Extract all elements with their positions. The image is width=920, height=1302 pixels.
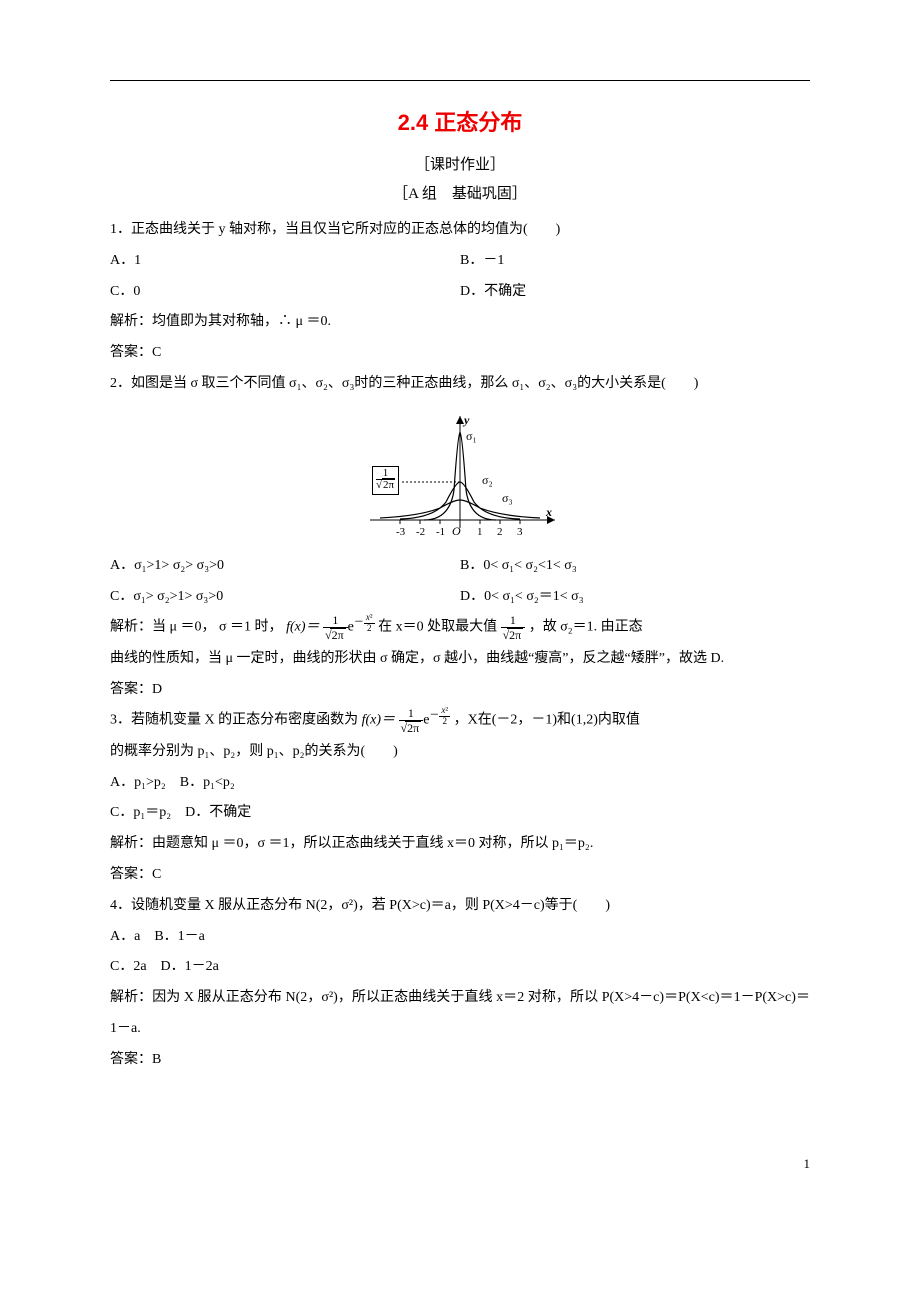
q3-opt-cd: C．p₁＝p₂ D．不确定 bbox=[110, 798, 810, 829]
q4-answer: 答案：B bbox=[110, 1045, 810, 1076]
title-text: 2.4 正态分布 bbox=[398, 110, 523, 135]
q2-opt-b: B．0< σ₁< σ₂<1< σ₃ bbox=[460, 551, 810, 582]
q2-explanation-line2: 曲线的性质知，当 μ 一定时，曲线的形状由 σ 确定，σ 越小，曲线越“瘦高”，… bbox=[110, 644, 810, 675]
q2-options-row1: A．σ₁>1> σ₂> σ₃>0 B．0< σ₁< σ₂<1< σ₃ bbox=[110, 551, 810, 582]
svg-text:3: 3 bbox=[517, 526, 523, 538]
section-title: 2.4 正态分布 bbox=[110, 105, 810, 137]
q3-stem-b: ，X在(－2，－1)和(1,2)内取值 bbox=[454, 713, 640, 728]
q1-opt-d: D．不确定 bbox=[460, 277, 810, 308]
q1-opt-a: A．1 bbox=[110, 246, 460, 277]
q2-opt-c: C．σ₁> σ₂>1> σ₃>0 bbox=[110, 582, 460, 613]
q2-opt-d: D．0< σ₁< σ₂＝1< σ₃ bbox=[460, 582, 810, 613]
q2-e1: e bbox=[348, 620, 354, 635]
q2-figure: -3 -2 -1 O 1 2 3 y x σ₁ σ₂ bbox=[360, 410, 560, 540]
q1-options-row1: A．1 B．－1 bbox=[110, 246, 810, 277]
page-number: 1 bbox=[0, 1156, 920, 1172]
q4-opt-ab: A．a B．1－a bbox=[110, 922, 810, 953]
q3-stem-a: 3．若随机变量 X 的正态分布密度函数为 bbox=[110, 713, 362, 728]
q4-opt-cd: C．2a D．1－2a bbox=[110, 952, 810, 983]
q3-fx: f(x)＝ bbox=[362, 713, 395, 728]
q2-answer: 答案：D bbox=[110, 675, 810, 706]
q4-explanation: 解析：因为 X 服从正态分布 N(2，σ²)，所以正态曲线关于直线 x＝2 对称… bbox=[110, 983, 810, 1045]
svg-text:1: 1 bbox=[477, 526, 483, 538]
q3-frac: 1 √2π bbox=[399, 707, 424, 735]
q2-exp1-mid: 在 x＝0 处取最大值 bbox=[378, 620, 497, 635]
svg-text:x: x bbox=[545, 505, 552, 519]
svg-text:-1: -1 bbox=[436, 526, 445, 538]
q2-frac1-den: √2π bbox=[323, 628, 348, 642]
q3-opt-ab: A．p₁>p₂ B．p₁<p₂ bbox=[110, 768, 810, 799]
svg-text:y: y bbox=[462, 413, 470, 427]
top-divider bbox=[110, 80, 810, 81]
svg-text:2: 2 bbox=[497, 526, 503, 538]
subtitle-1: ［课时作业］ bbox=[110, 153, 810, 174]
q3-stem-line1: 3．若随机变量 X 的正态分布密度函数为 f(x)＝ 1 √2π e－x²2 ，… bbox=[110, 705, 810, 736]
q3-stem-line2: 的概率分别为 p₁、p₂，则 p₁、p₂的关系为( ) bbox=[110, 737, 810, 768]
q2-opt-a: A．σ₁>1> σ₂> σ₃>0 bbox=[110, 551, 460, 582]
q2-exp1-end: ，故 σ₂＝1. 由正态 bbox=[529, 620, 643, 635]
q1-opt-c: C．0 bbox=[110, 277, 460, 308]
subtitle-2: ［A 组 基础巩固］ bbox=[110, 182, 810, 203]
q4-stem: 4．设随机变量 X 服从正态分布 N(2，σ²)，若 P(X>c)＝a，则 P(… bbox=[110, 891, 810, 922]
y-tick-den: √2π bbox=[376, 480, 395, 492]
q2-frac2-num: 1 bbox=[501, 614, 526, 628]
q2-explanation-line1: 解析：当 μ ＝0， σ ＝1 时， f(x)＝ 1 √2π e－x²2 在 x… bbox=[110, 612, 810, 643]
q1-stem-text: 1．正态曲线关于 y 轴对称，当且仅当它所对应的正态总体的均值为( ) bbox=[110, 222, 560, 237]
q2-exp-sup1: －x²2 bbox=[354, 617, 375, 628]
q3-answer: 答案：C bbox=[110, 860, 810, 891]
q2-frac1-num: 1 bbox=[323, 614, 348, 628]
q2-exp1a: 解析：当 μ ＝0， σ ＝1 时， bbox=[110, 620, 283, 635]
q3-frac-num: 1 bbox=[399, 707, 424, 721]
svg-text:-2: -2 bbox=[416, 526, 425, 538]
q1-stem: 1．正态曲线关于 y 轴对称，当且仅当它所对应的正态总体的均值为( ) bbox=[110, 215, 810, 246]
q3-explanation: 解析：由题意知 μ ＝0，σ ＝1，所以正态曲线关于直线 x＝0 对称，所以 p… bbox=[110, 829, 810, 860]
q2-frac2-den: √2π bbox=[501, 628, 526, 642]
y-tick-frac-box: 1 √2π bbox=[372, 466, 399, 495]
q1-explanation: 解析：均值即为其对称轴，∴ μ ＝0. bbox=[110, 307, 810, 338]
q1-answer: 答案：C bbox=[110, 338, 810, 369]
svg-text:σ₂: σ₂ bbox=[482, 473, 493, 487]
q2-exp1-fx: f(x)＝ bbox=[286, 620, 319, 635]
q3-exp-sup: －x²2 bbox=[429, 710, 450, 721]
q2-frac1: 1 √2π bbox=[323, 614, 348, 642]
q1-opt-b: B．－1 bbox=[460, 246, 810, 277]
svg-text:σ₃: σ₃ bbox=[502, 491, 513, 505]
q2-options-row2: C．σ₁> σ₂>1> σ₃>0 D．0< σ₁< σ₂＝1< σ₃ bbox=[110, 582, 810, 613]
q2-figure-wrap: -3 -2 -1 O 1 2 3 y x σ₁ σ₂ bbox=[110, 410, 810, 545]
q1-options-row2: C．0 D．不确定 bbox=[110, 277, 810, 308]
q2-frac2: 1 √2π bbox=[501, 614, 526, 642]
svg-text:O: O bbox=[452, 524, 461, 538]
q2-stem: 2．如图是当 σ 取三个不同值 σ₁、σ₂、σ₃时的三种正态曲线，那么 σ₁、σ… bbox=[110, 369, 810, 400]
q3-frac-den: √2π bbox=[399, 721, 424, 735]
svg-text:-3: -3 bbox=[396, 526, 406, 538]
svg-text:σ₁: σ₁ bbox=[466, 429, 477, 443]
